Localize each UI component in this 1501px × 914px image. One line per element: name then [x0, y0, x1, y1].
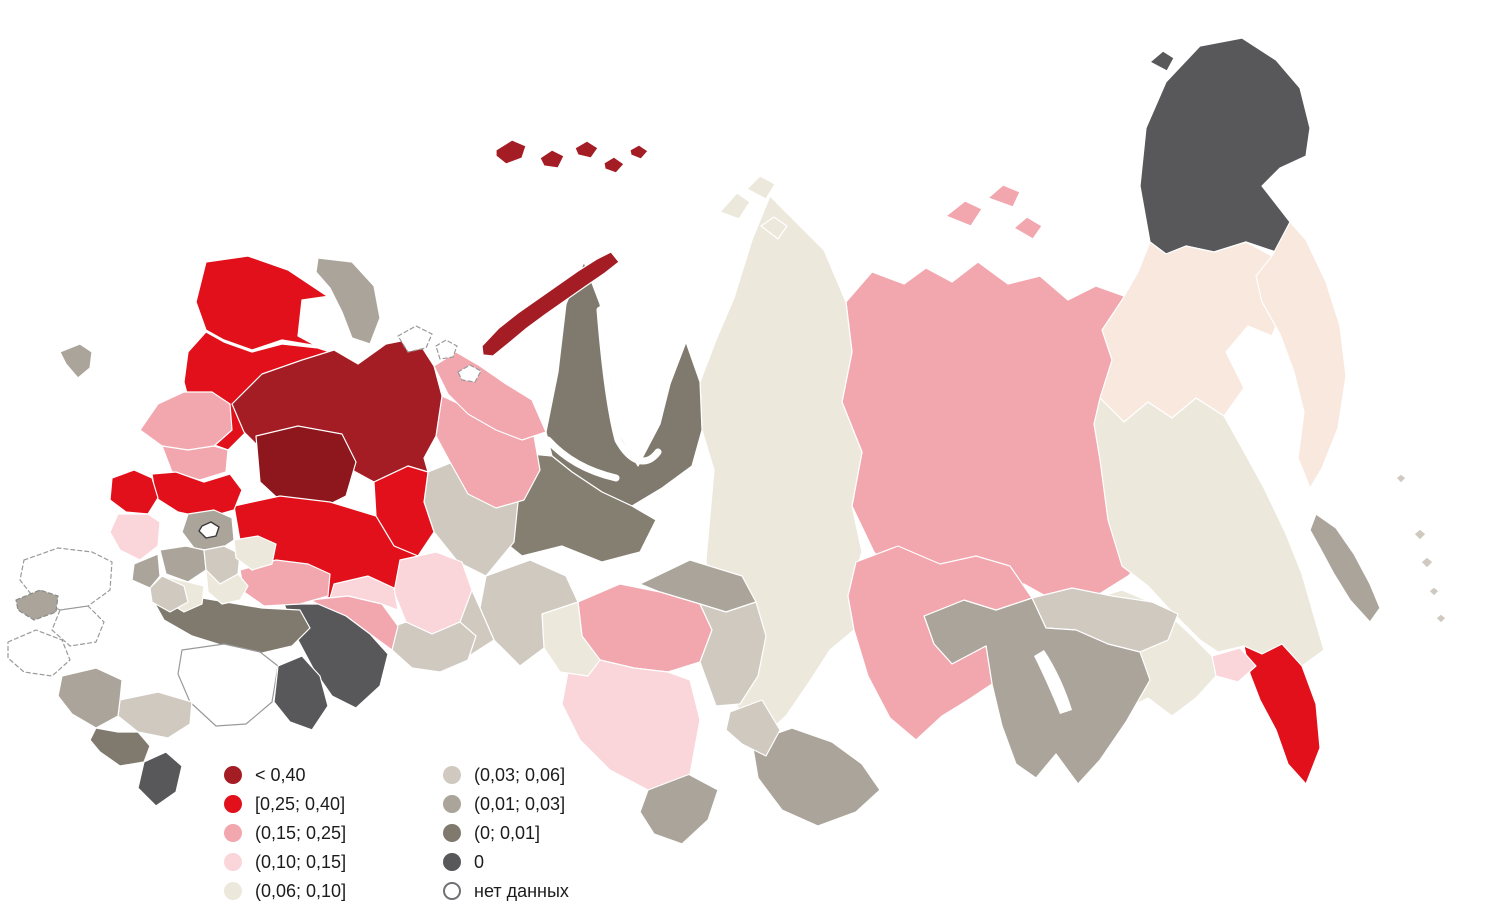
legend-label: (0,06; 0,10]: [255, 880, 347, 901]
region-tuva: [751, 727, 881, 827]
region-no-data-west-1: [19, 547, 113, 647]
region-onega-gray: [315, 257, 381, 345]
region-astrakhan: [273, 655, 329, 731]
region-lipetsk: [205, 569, 249, 605]
legend-swatch-icon: [224, 852, 242, 871]
region-kaliningrad: [15, 589, 59, 621]
region-altai-krai: [561, 659, 701, 791]
region-tver: [151, 471, 243, 519]
legend-column-1: < 0,40 [0,25; 0,40] (0,15; 0,25] (0,10; 0,1…: [224, 760, 443, 905]
region-irkutsk: [847, 545, 1033, 741]
legend-swatch-icon: [443, 881, 461, 900]
region-wrangel-island: [1149, 50, 1175, 72]
legend-swatch-icon: [443, 823, 461, 842]
legend-item: нет данных: [443, 876, 569, 905]
legend-swatch-icon: [224, 823, 242, 842]
region-jewish-ao: [1211, 647, 1257, 683]
region-krasnodar: [57, 667, 123, 729]
region-ob-estuary: [544, 306, 662, 482]
region-caucasus: [89, 727, 151, 767]
legend-swatch-icon: [443, 794, 461, 813]
legend: < 0,40 [0,25; 0,40] (0,15; 0,25] (0,10; 0,1…: [224, 760, 569, 905]
region-moscow-city: [198, 521, 220, 539]
region-no-data-west-2: [7, 629, 71, 677]
region-new-siberian-islands: [945, 184, 1043, 240]
region-kursk: [131, 553, 161, 589]
region-severnaya-zemlya: [719, 175, 788, 240]
legend-label: (0,15; 0,25]: [255, 822, 347, 843]
legend-swatch-icon: [224, 765, 242, 784]
region-khakassia: [725, 699, 781, 757]
legend-label: [0,25; 0,40]: [255, 793, 346, 814]
legend-item: (0,03; 0,06]: [443, 760, 569, 789]
legend-item: < 0,40: [224, 760, 443, 789]
region-kemerovo: [699, 601, 767, 707]
legend-swatch-icon: [443, 765, 461, 784]
region-belgorod: [149, 575, 189, 613]
legend-label: (0,01; 0,03]: [474, 793, 566, 814]
region-pskov: [109, 469, 159, 515]
legend-item: (0,06; 0,10]: [224, 876, 443, 905]
region-dark-red-inner: [255, 425, 357, 511]
region-no-data-arctic-islets: [397, 325, 482, 383]
region-rostov-kalmykia: [177, 643, 279, 727]
region-dagestan: [137, 751, 183, 807]
region-baltic-islet: [59, 343, 93, 379]
region-white-sea: [297, 295, 345, 349]
region-primorye: [1243, 643, 1321, 785]
legend-column-2: (0,03; 0,06] (0,01; 0,03] (0; 0,01] 0 нет да…: [443, 760, 569, 905]
region-smolensk: [109, 513, 161, 561]
legend-swatch-icon: [224, 881, 242, 900]
region-omsk: [541, 601, 601, 677]
legend-swatch-icon: [443, 852, 461, 871]
region-volgograd: [283, 603, 389, 709]
legend-label: < 0,40: [255, 764, 306, 785]
region-orenburg: [391, 621, 477, 673]
region-sakhalin: [1309, 513, 1381, 623]
region-leningrad: [139, 391, 233, 451]
legend-swatch-icon: [224, 794, 242, 813]
region-tambov-penza: [239, 559, 331, 607]
legend-label: 0: [474, 851, 485, 872]
legend-label: (0; 0,01]: [474, 822, 541, 843]
region-franz-josef-land: [495, 139, 649, 174]
region-kuril-islands: [1395, 473, 1447, 624]
region-novaya-zemlya: [481, 251, 620, 357]
legend-item: 0: [443, 847, 569, 876]
region-stavropol: [117, 691, 193, 739]
legend-item: [0,25; 0,40]: [224, 789, 443, 818]
legend-label: (0,03; 0,06]: [474, 764, 566, 785]
region-lake-baikal: [1034, 650, 1072, 714]
region-kamchatka: [1255, 221, 1347, 489]
legend-label: нет данных: [474, 880, 569, 901]
region-altai-republic: [639, 773, 719, 845]
legend-label: (0,10; 0,15]: [255, 851, 347, 872]
region-magadan: [1099, 241, 1289, 423]
legend-item: (0,15; 0,25]: [224, 818, 443, 847]
legend-item: (0,01; 0,03]: [443, 789, 569, 818]
legend-item: (0,10; 0,15]: [224, 847, 443, 876]
region-ryazan: [233, 535, 277, 571]
legend-item: (0; 0,01]: [443, 818, 569, 847]
